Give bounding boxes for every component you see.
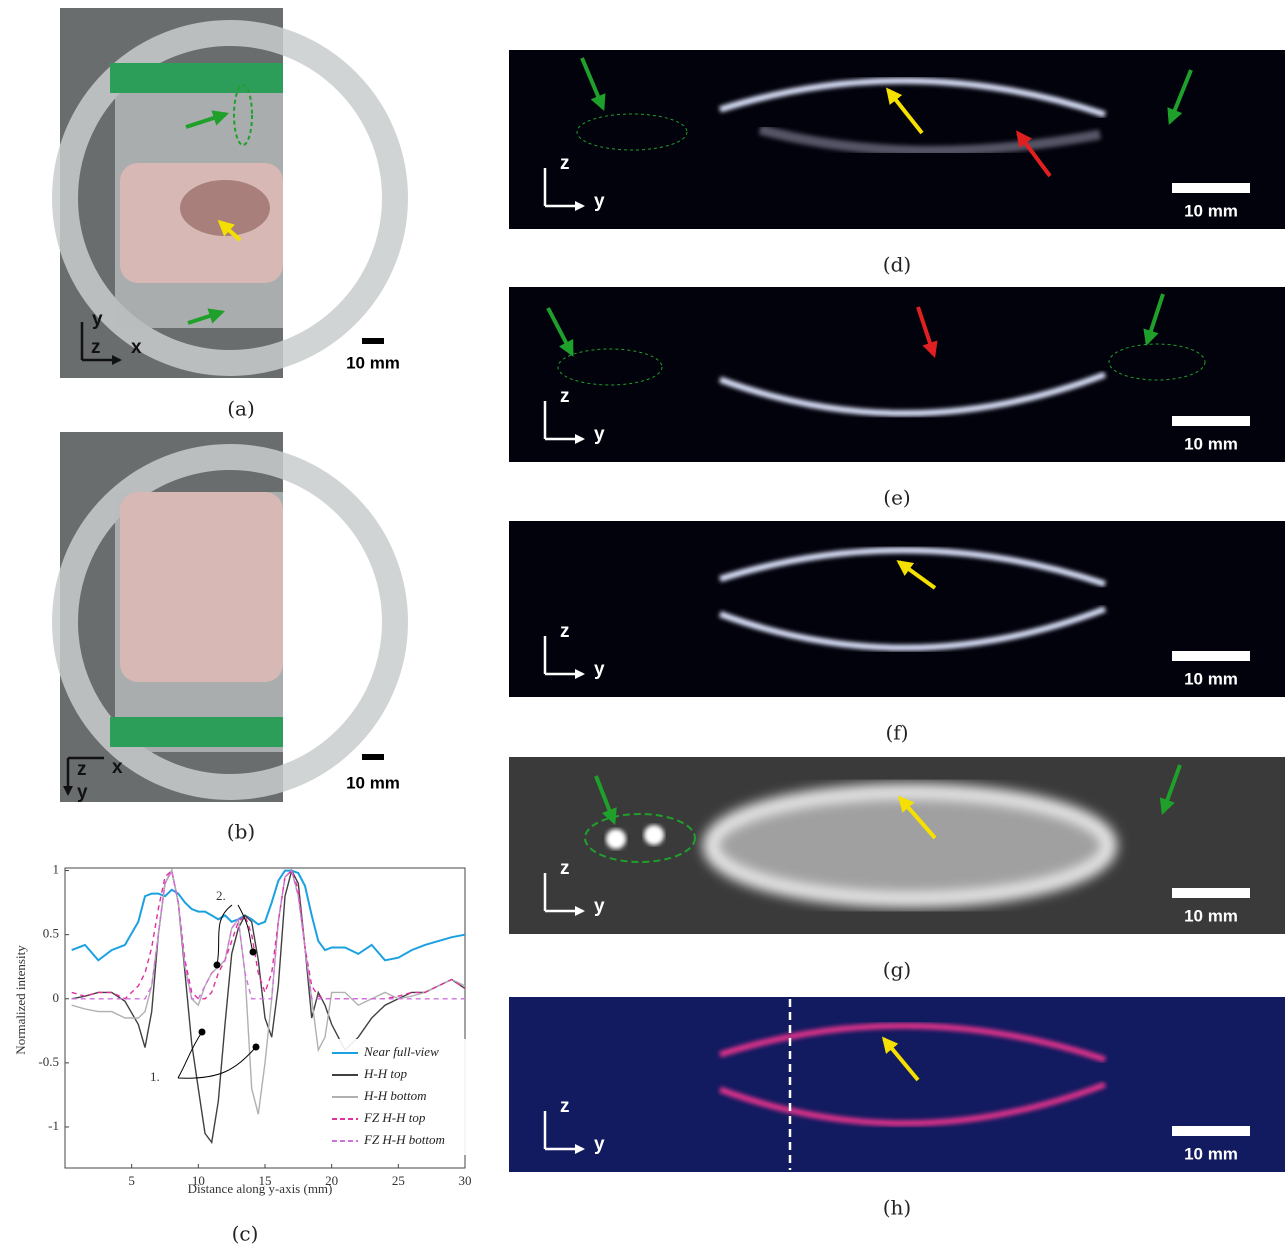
scale-bar [362, 338, 384, 344]
axis-letter: y [594, 1134, 605, 1155]
axis-letter: z [560, 153, 570, 174]
scale-bar [1172, 1126, 1250, 1136]
axis-letter: z [91, 337, 101, 358]
scale-text: 10 mm [1184, 434, 1238, 453]
axis-letter: y [92, 309, 103, 330]
axis-letter: x [131, 337, 142, 358]
axis-letter: z [560, 858, 570, 879]
x-tick-label: 25 [392, 1173, 405, 1188]
annotation: 1. [150, 1069, 160, 1084]
x-axis-label: Distance along y-axis (mm) [188, 1181, 333, 1196]
panel-label: (d) [883, 253, 911, 277]
legend-label: H-H bottom [363, 1088, 426, 1103]
leader-dot [250, 949, 257, 956]
ultrasound-image [509, 50, 1285, 229]
y-tick-label: 1 [53, 862, 60, 877]
scale-text: 10 mm [1184, 669, 1238, 688]
tissue [120, 492, 283, 682]
legend-label: Near full-view [363, 1044, 439, 1059]
scale-text: 10 mm [1184, 201, 1238, 220]
axis-letter: z [560, 621, 570, 642]
axis-letter: y [594, 191, 605, 212]
legend-label: FZ H-H bottom [363, 1132, 445, 1147]
annotation: 2. [216, 888, 226, 903]
panel-label: (f) [885, 721, 908, 745]
target [644, 825, 664, 845]
x-tick-label: 5 [128, 1173, 135, 1188]
target [606, 829, 626, 849]
axis-letter: y [594, 659, 605, 680]
series-line [72, 871, 465, 961]
leader [217, 905, 253, 965]
zipper [110, 717, 283, 747]
scale-text: 10 mm [346, 353, 400, 372]
axis-letter: y [77, 782, 88, 803]
scale-bar [1172, 183, 1250, 193]
leader-dot [253, 1044, 260, 1051]
y-tick-label: -1 [48, 1118, 59, 1133]
axis-letter: z [560, 1096, 570, 1117]
scale-text: 10 mm [1184, 906, 1238, 925]
axis-letter: y [594, 424, 605, 445]
y-tick-label: 0.5 [43, 926, 59, 941]
panel-label: (a) [227, 397, 255, 421]
figure: 10 mmyzx(a)10 mmzxy(b)10 mmzy(d)10 mmzy(… [0, 0, 1285, 1245]
leader [178, 1032, 256, 1078]
page: {"panels": [ {"label": "(a)", "scale_bar… [0, 0, 1285, 1245]
axis-letter: y [594, 896, 605, 917]
x-tick-label: 30 [459, 1173, 472, 1188]
leader-dot [199, 1029, 206, 1036]
panel-label: (b) [227, 820, 255, 844]
scale-text: 10 mm [346, 773, 400, 792]
leader-dot [214, 962, 221, 969]
axis-letter: z [560, 386, 570, 407]
y-axis-label: Normalized intensity [13, 945, 28, 1055]
scale-text: 10 mm [1184, 1144, 1238, 1163]
zipper [110, 63, 283, 93]
scale-bar [1172, 651, 1250, 661]
axis-letter: z [77, 759, 87, 780]
panel-label: (e) [883, 486, 910, 510]
panel-label: (g) [883, 958, 911, 982]
ultrasound-image [509, 287, 1285, 462]
y-tick-label: 0 [53, 990, 60, 1005]
scale-bar [1172, 888, 1250, 898]
legend-label: FZ H-H top [363, 1110, 426, 1125]
scale-bar [362, 754, 384, 760]
panel-label: (c) [232, 1222, 259, 1245]
scale-bar [1172, 416, 1250, 426]
axis-letter: x [112, 757, 123, 778]
panel-label: (h) [883, 1196, 912, 1220]
legend-label: H-H top [363, 1066, 407, 1081]
y-tick-label: -0.5 [38, 1054, 59, 1069]
